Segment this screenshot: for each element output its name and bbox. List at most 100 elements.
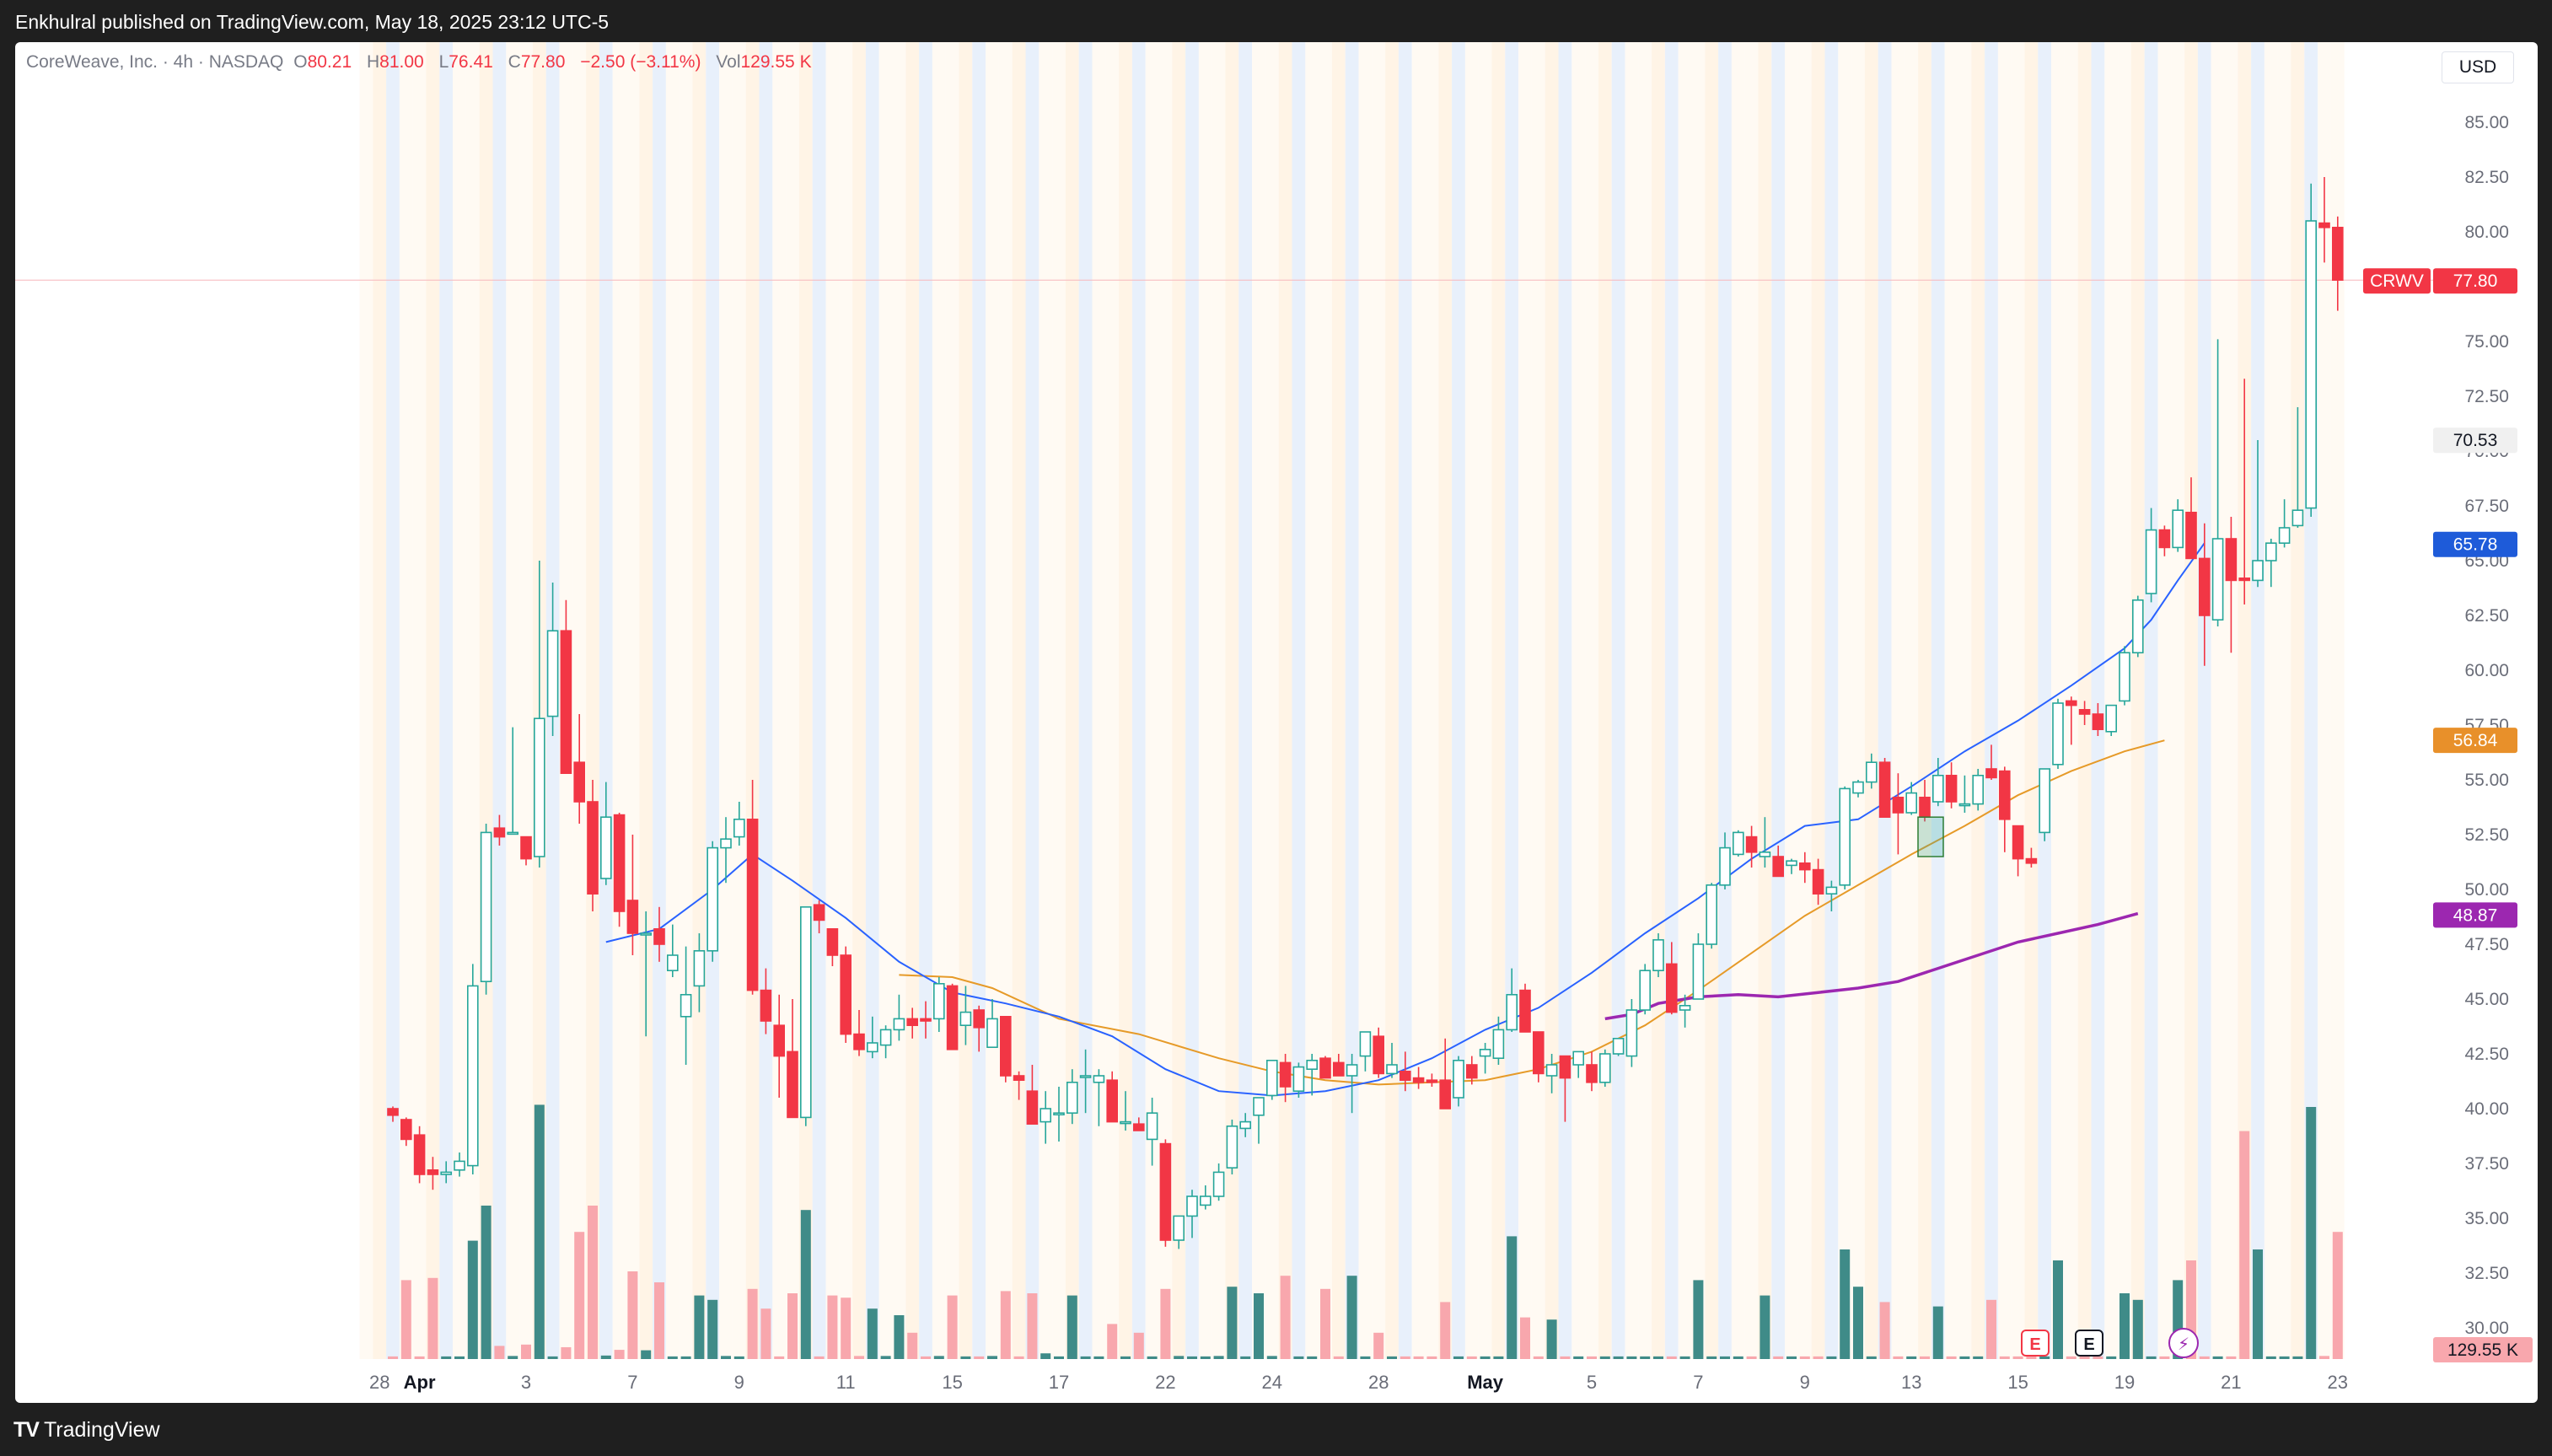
candle-body (1759, 851, 1771, 857)
volume-bar (1640, 1356, 1651, 1359)
candle-body (760, 989, 772, 1022)
candle-body (440, 1171, 453, 1175)
x-tick-label: May (1467, 1372, 1504, 1393)
x-tick-label: 22 (1155, 1372, 1175, 1393)
volume-bar (1160, 1288, 1171, 1359)
earnings-marker-box (2021, 1330, 2050, 1357)
candle-body (2052, 702, 2064, 766)
volume-bar (2306, 1107, 2317, 1359)
volume-bar (733, 1356, 744, 1359)
volume-bar (974, 1356, 985, 1359)
session-regular-band (1944, 42, 1958, 1359)
volume-bar (1266, 1356, 1277, 1359)
candle-body (1053, 1112, 1065, 1115)
volume-bar (1440, 1302, 1451, 1359)
volume-bar (1893, 1356, 1904, 1359)
session-pre-band (653, 42, 666, 1359)
candlestick-chart[interactable]: 85.0082.5080.0077.5075.0072.5070.0067.50… (15, 42, 2538, 1403)
volume-bar (1387, 1356, 1397, 1359)
session-pre-band (1611, 42, 1625, 1359)
tradingview-logo[interactable]: TV TradingView (13, 1418, 160, 1443)
session-regular-band (665, 42, 680, 1359)
session-post-band (1438, 42, 1453, 1359)
candle-body (813, 904, 825, 921)
volume-bar (1187, 1356, 1197, 1359)
volume-bar (1254, 1293, 1264, 1359)
volume-bar (680, 1356, 691, 1359)
candle-body (1266, 1060, 1278, 1097)
session-regular-band (453, 42, 466, 1359)
candle-body (1639, 970, 1651, 1011)
volume-bar (814, 1356, 825, 1359)
volume-bar (2199, 1356, 2210, 1359)
volume-bar (588, 1206, 598, 1359)
candle-body (1133, 1123, 1145, 1131)
candle-body (2078, 708, 2091, 715)
volume-bar (1120, 1356, 1131, 1359)
volume-bar (1720, 1356, 1730, 1359)
volume-bar (1373, 1332, 1384, 1359)
session-pre-band (599, 42, 613, 1359)
session-regular-band (1305, 42, 1319, 1359)
candle-body (1120, 1120, 1131, 1125)
volume-bar (721, 1356, 731, 1359)
session-pre-band (865, 42, 879, 1359)
session-regular-band (2011, 42, 2025, 1359)
candle-body (879, 1029, 892, 1046)
candle-body (1679, 1005, 1691, 1011)
volume-bar (1786, 1356, 1797, 1359)
session-regular-band (1625, 42, 1639, 1359)
session-regular-band (1997, 42, 2012, 1359)
candle-body (2211, 538, 2224, 621)
candle-body (573, 761, 586, 803)
volume-bar (1932, 1306, 1943, 1359)
candle-body (693, 950, 706, 987)
session-post-band (586, 42, 599, 1359)
volume-bar (400, 1280, 411, 1359)
currency-button[interactable]: USD (2442, 51, 2514, 83)
candle-body (613, 814, 626, 912)
earnings-marker-letter: E (2029, 1335, 2040, 1354)
volume-bar (2146, 1356, 2157, 1359)
ma-orange-badge: 56.84 (2453, 731, 2498, 750)
candle-body (1745, 835, 1758, 853)
candle-body (1799, 862, 1811, 871)
session-post-band (2077, 42, 2092, 1359)
session-regular-band (519, 42, 533, 1359)
session-regular-band (399, 42, 413, 1359)
legend-low: 76.41 (449, 52, 493, 72)
volume-bar (800, 1210, 811, 1359)
volume-bar (1040, 1353, 1051, 1359)
session-regular-band (412, 42, 427, 1359)
legend-high-label: H (366, 52, 380, 72)
volume-bar (1466, 1356, 1477, 1359)
session-post-band (1385, 42, 1399, 1359)
candle-body (2265, 542, 2277, 561)
session-regular-band (2277, 42, 2291, 1359)
session-regular-band (1105, 42, 1120, 1359)
candle-body (480, 831, 492, 983)
volume-bar (1174, 1356, 1185, 1359)
volume-bar (2093, 1356, 2103, 1359)
volume-bar (641, 1350, 652, 1359)
session-regular-band (2224, 42, 2238, 1359)
volume-bar (1587, 1356, 1597, 1359)
candle-body (2039, 768, 2050, 834)
candle-body (1412, 1077, 1425, 1083)
volume-bar (947, 1295, 958, 1359)
volume-bar (2039, 1356, 2050, 1359)
chart-panel[interactable]: 85.0082.5080.0077.5075.0072.5070.0067.50… (15, 42, 2538, 1403)
session-post-band (1278, 42, 1292, 1359)
volume-bar (427, 1277, 438, 1359)
volume-bar (2159, 1356, 2170, 1359)
candle-body (1426, 1079, 1438, 1083)
candle-body (560, 630, 572, 775)
candle-body (1239, 1120, 1251, 1130)
candle-body (2291, 509, 2304, 527)
session-post-band (1705, 42, 1719, 1359)
volume-badge-bg (2433, 1337, 2533, 1362)
x-tick-label: 9 (1800, 1372, 1810, 1393)
candle-body (1400, 1071, 1411, 1082)
session-pre-band (386, 42, 400, 1359)
candle-body (1146, 1112, 1158, 1141)
